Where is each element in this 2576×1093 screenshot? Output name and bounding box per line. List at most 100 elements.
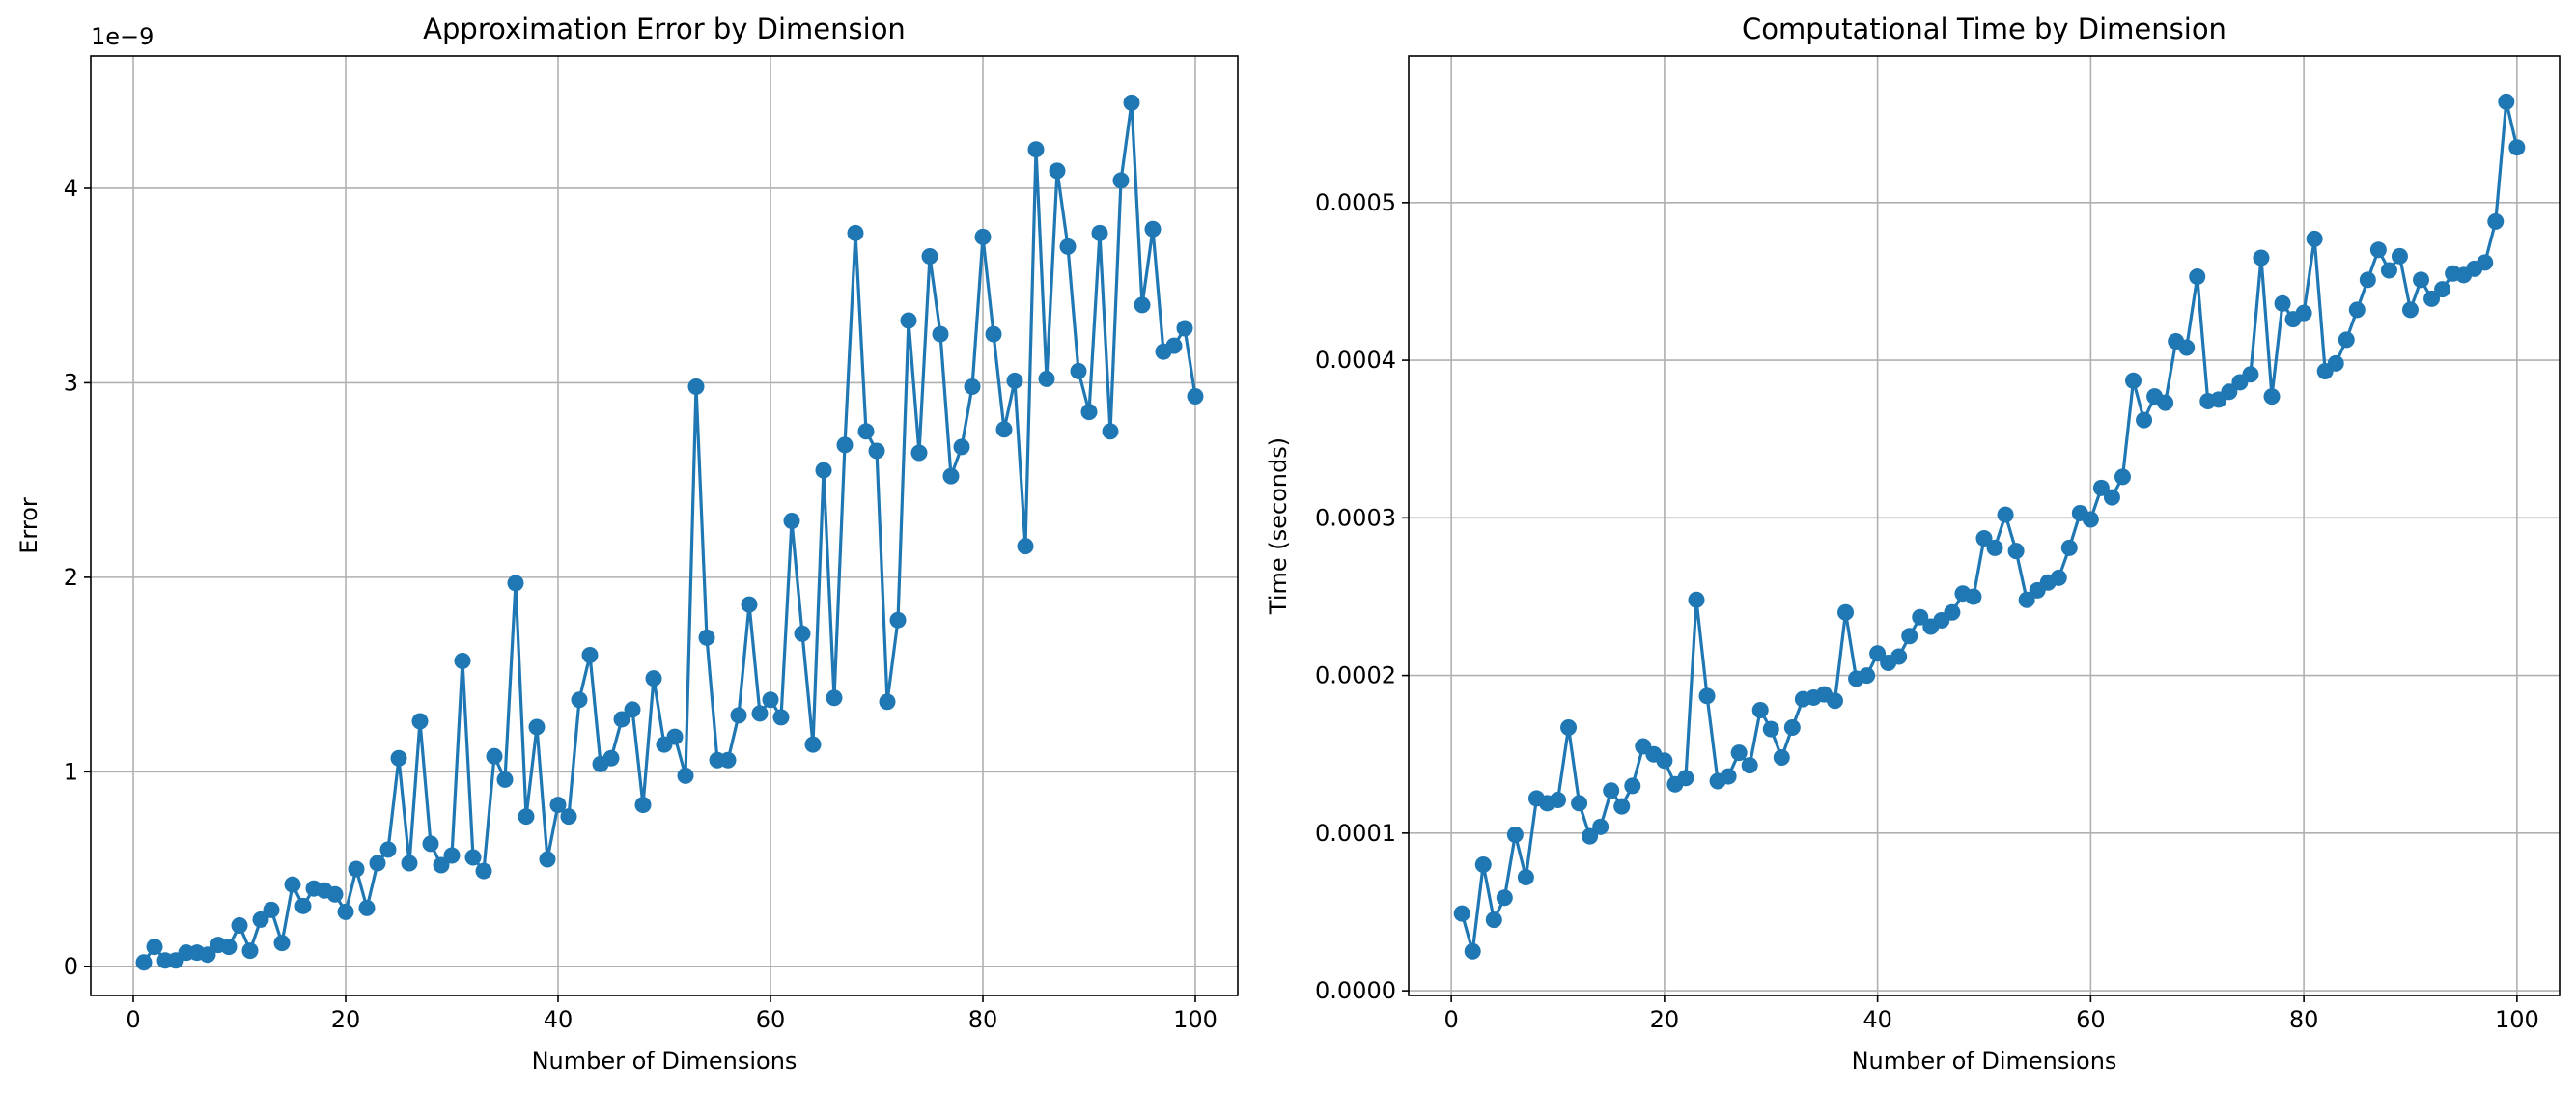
time-chart-x-tick-label: 20 [1650, 1006, 1680, 1033]
error-chart-x-tick-label: 80 [968, 1006, 998, 1033]
error-chart-data-point [879, 693, 896, 711]
time-chart-x-tick-label: 100 [2495, 1006, 2539, 1033]
error-chart-data-point [581, 646, 599, 663]
error-chart-data-point [422, 835, 439, 853]
time-chart-data-point [2434, 281, 2451, 298]
error-chart-data-point [1027, 141, 1045, 158]
time-chart-data-point [2338, 331, 2355, 349]
error-chart-data-point [857, 423, 875, 440]
error-chart-data-point [475, 862, 492, 880]
time-chart-data-point [2477, 254, 2494, 271]
time-chart-data-point [2380, 262, 2397, 279]
error-chart-data-point [645, 670, 662, 687]
error-chart-data-point [539, 851, 556, 868]
error-chart-data-point [804, 736, 822, 753]
time-chart-data-point [2274, 294, 2291, 312]
error-chart-data-point [326, 885, 344, 903]
time-chart-data-point [1944, 603, 1961, 621]
time-chart-x-tick-label: 40 [1862, 1006, 1892, 1033]
time-chart-data-point [2007, 543, 2025, 560]
time-chart-title: Computational Time by Dimension [1742, 13, 2226, 45]
error-chart-data-point [698, 629, 715, 646]
time-chart-data-point [1496, 889, 1513, 907]
error-chart-data-point [900, 312, 917, 329]
time-chart-data-point [1890, 648, 1908, 665]
time-chart-y-tick-label: 0.0003 [1315, 504, 1396, 531]
error-chart-data-point [772, 709, 790, 726]
error-chart-y-tick-label: 1 [64, 758, 78, 785]
error-chart-data-point [220, 939, 238, 956]
error-chart-data-point [995, 421, 1013, 438]
error-chart-data-point [932, 325, 949, 343]
error-chart-x-tick-label: 40 [544, 1006, 574, 1033]
error-chart-data-point [1112, 172, 1130, 189]
error-chart-data-point [528, 718, 546, 736]
time-chart-data-point [1688, 591, 1705, 608]
error-chart-data-point [910, 444, 928, 462]
time-chart-data-point [2189, 268, 2206, 286]
time-chart-data-point [1550, 792, 1567, 809]
error-chart-data-point [284, 876, 301, 893]
time-chart-data-point [1986, 539, 2003, 556]
error-chart-data-point [390, 749, 407, 767]
error-chart-data-point [942, 467, 960, 485]
time-chart-data-point [1912, 608, 1929, 626]
time-chart-data-point [2359, 271, 2376, 289]
time-chart-data-point [2125, 372, 2142, 389]
time-chart-data-point [2295, 304, 2312, 322]
time-chart-grid [1409, 56, 2560, 995]
error-chart-grid [91, 56, 1238, 995]
error-chart-data-point [464, 849, 482, 866]
error-chart-data-point [847, 224, 864, 241]
error-chart-data-point [1165, 337, 1183, 354]
time-chart-ylabel: Time (seconds) [1265, 437, 1292, 615]
error-chart-data-point [868, 442, 885, 460]
time-chart-data-point [2253, 249, 2270, 266]
error-chart-frame [90, 55, 1239, 996]
error-chart-data-point [783, 512, 800, 529]
error-chart-data-point [252, 911, 269, 928]
time-chart-data-point [1506, 826, 1524, 843]
time-chart-data-point [1698, 687, 1716, 705]
time-chart-data-point [2092, 479, 2110, 496]
time-chart-data-point [1762, 720, 1779, 738]
error-chart-data-point [263, 901, 280, 918]
error-chart-data-point [241, 942, 259, 960]
error-chart-data-point [1080, 404, 1098, 421]
time-chart-x-tick-label: 0 [1444, 1006, 1459, 1033]
error-chart-data-point [486, 747, 503, 765]
error-chart-title: Approximation Error by Dimension [423, 13, 906, 45]
error-chart-data-point [1059, 238, 1077, 255]
time-chart-data-point [2157, 394, 2174, 411]
time-chart-data-point [1869, 645, 1887, 662]
time-chart-xlabel: Number of Dimensions [1852, 1048, 2117, 1075]
time-chart-data-point [2114, 468, 2131, 486]
error-chart-data-point [507, 575, 524, 592]
error-chart-x-tick-label: 100 [1173, 1006, 1218, 1033]
error-chart-data-point [1017, 538, 1034, 555]
time-chart-data-point [1773, 748, 1790, 766]
error-chart-data-point [1070, 362, 1087, 379]
error-chart-axes: 0 20 40 60 80 100 0 1 2 3 4 [64, 55, 1239, 1033]
time-chart-data-point [2401, 301, 2419, 319]
time-chart-data-point [1965, 588, 1982, 605]
error-chart-data-point [815, 462, 832, 479]
error-chart-data-point [135, 954, 153, 971]
time-chart-data-point [1837, 603, 1855, 621]
error-chart-x-tick-label: 0 [126, 1006, 140, 1033]
time-chart-data-point [1613, 798, 1631, 815]
error-chart-data-point [1091, 224, 1108, 241]
time-chart-y-tick-label: 0.0000 [1315, 977, 1396, 1004]
time-chart-data-point [1571, 795, 1588, 812]
error-chart-data-point [337, 903, 354, 920]
error-chart-data-point [751, 705, 769, 722]
time-chart-data-point [2508, 139, 2526, 156]
time-chart-data-point [1975, 530, 1993, 547]
error-chart-data-point [634, 797, 652, 814]
time-chart-data-point [2348, 301, 2366, 319]
error-chart-data-point [974, 228, 992, 245]
time-chart-data-point [2487, 212, 2505, 230]
error-chart-data-point [379, 841, 397, 858]
error-chart-data-point [1176, 320, 1193, 337]
